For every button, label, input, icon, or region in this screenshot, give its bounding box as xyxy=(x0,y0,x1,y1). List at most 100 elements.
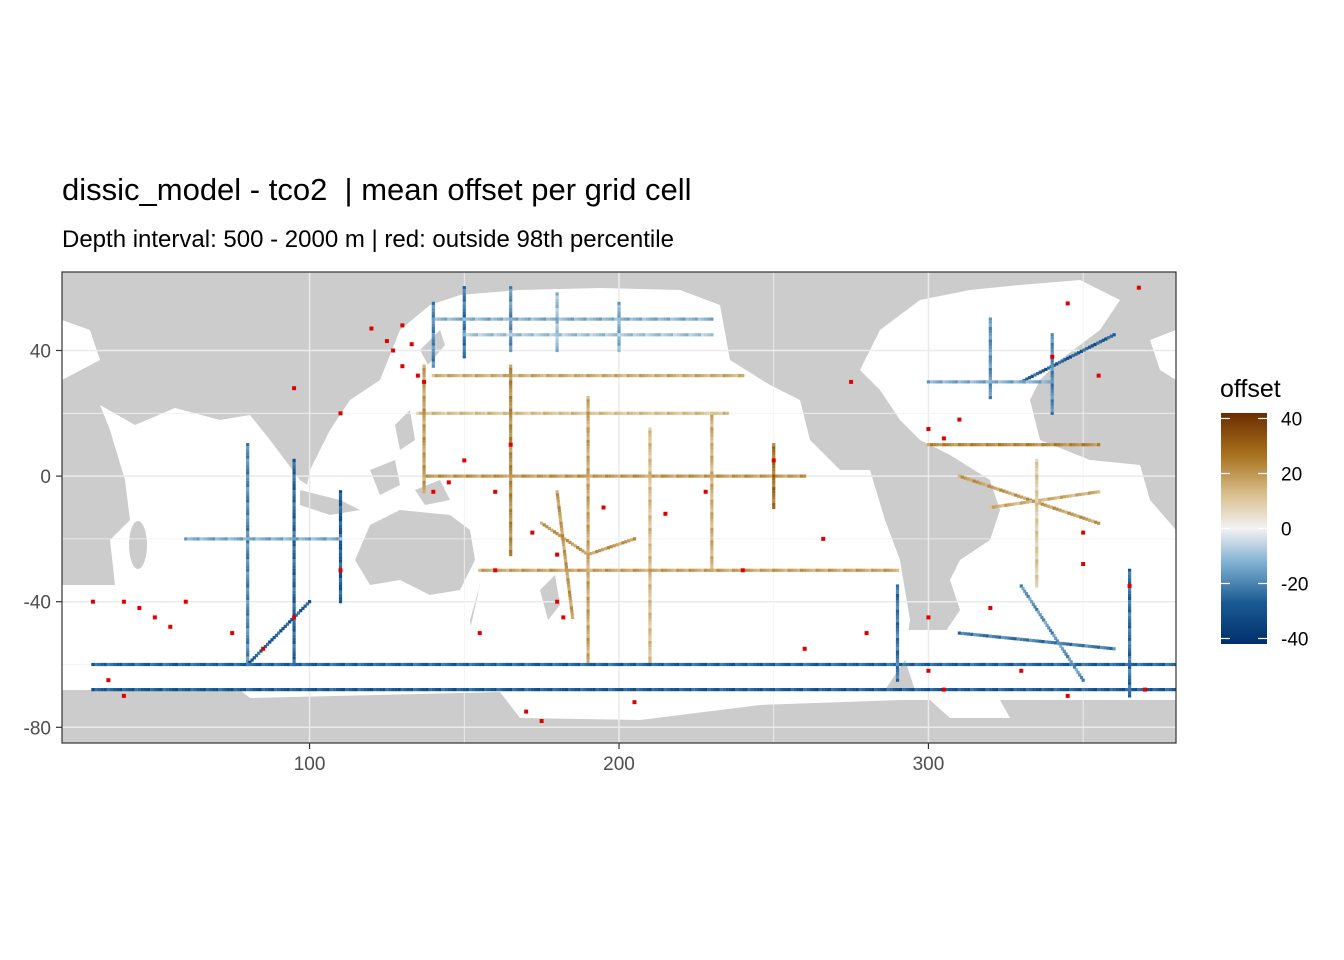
offset-cell xyxy=(456,374,460,378)
offset-cell xyxy=(1001,504,1005,508)
offset-cell xyxy=(577,568,581,572)
offset-cell xyxy=(685,333,689,337)
offset-cell xyxy=(431,311,435,315)
offset-cell xyxy=(490,568,494,572)
offset-cell xyxy=(1069,660,1073,664)
offset-cell xyxy=(1035,553,1039,557)
offset-cell xyxy=(827,568,832,572)
offset-cell xyxy=(580,568,584,572)
offset-cell xyxy=(512,317,516,321)
offset-cell xyxy=(292,546,296,550)
offset-cell xyxy=(1050,405,1054,409)
offset-cell xyxy=(205,662,210,667)
offset-cell xyxy=(301,537,305,541)
offset-cell xyxy=(462,286,466,290)
offset-cell xyxy=(796,688,801,692)
offset-cell xyxy=(298,537,302,541)
offset-cell xyxy=(509,414,513,419)
offset-cell xyxy=(830,688,835,692)
offset-cell xyxy=(484,317,488,321)
offset-cell xyxy=(772,443,776,447)
offset-cell xyxy=(422,364,426,368)
offset-cell xyxy=(385,688,389,692)
offset-cell xyxy=(926,688,931,692)
offset-cell xyxy=(660,688,664,692)
offset-cell xyxy=(555,292,559,296)
outlier-cell xyxy=(926,615,931,620)
offset-cell xyxy=(666,568,671,572)
offset-cell xyxy=(230,688,234,692)
offset-cell xyxy=(1091,519,1095,523)
offset-cell xyxy=(898,688,903,692)
offset-cell xyxy=(441,317,445,321)
offset-cell xyxy=(617,336,621,340)
offset-cell xyxy=(586,574,590,579)
offset-cell xyxy=(509,483,513,488)
offset-cell xyxy=(577,374,581,378)
offset-cell xyxy=(509,468,513,472)
offset-cell xyxy=(431,355,435,359)
offset-cell xyxy=(1042,618,1046,622)
offset-cell xyxy=(246,505,250,510)
offset-cell xyxy=(292,568,296,572)
offset-cell xyxy=(536,411,541,415)
offset-cell xyxy=(338,534,343,538)
offset-cell xyxy=(642,411,646,415)
offset-cell xyxy=(762,568,767,572)
offset-cell xyxy=(246,468,250,472)
offset-cell xyxy=(988,323,992,327)
offset-cell xyxy=(422,662,426,667)
offset-cell xyxy=(642,333,646,337)
offset-cell xyxy=(1024,592,1029,596)
offset-cell xyxy=(518,474,522,478)
offset-cell xyxy=(874,688,878,692)
offset-cell xyxy=(533,333,538,337)
offset-cell xyxy=(1165,662,1169,667)
offset-cell xyxy=(654,411,658,415)
offset-cell xyxy=(697,317,702,321)
offset-cell xyxy=(515,568,519,572)
offset-cell xyxy=(973,443,977,447)
offset-cell xyxy=(379,662,383,667)
offset-cell xyxy=(543,411,547,415)
offset-cell xyxy=(184,688,188,692)
offset-cell xyxy=(627,539,631,543)
offset-cell xyxy=(855,568,859,572)
offset-cell xyxy=(332,537,336,541)
offset-cell xyxy=(205,688,210,692)
offset-cell xyxy=(895,662,900,667)
offset-cell xyxy=(796,662,801,667)
offset-cell xyxy=(292,468,296,472)
offset-cell xyxy=(468,374,473,378)
offset-cell xyxy=(691,662,695,667)
offset-cell xyxy=(812,688,816,692)
offset-cell xyxy=(824,662,828,667)
offset-cell xyxy=(555,342,559,346)
offset-cell xyxy=(533,474,538,478)
offset-cell xyxy=(1050,358,1054,362)
offset-cell xyxy=(246,647,250,651)
offset-cell xyxy=(1090,688,1095,692)
offset-cell xyxy=(663,474,668,478)
offset-cell xyxy=(416,411,420,415)
offset-cell xyxy=(246,524,250,528)
offset-cell xyxy=(577,662,581,667)
offset-cell xyxy=(1028,688,1033,692)
offset-cell xyxy=(623,662,627,667)
offset-cell xyxy=(1063,642,1067,646)
offset-cell xyxy=(954,443,958,447)
offset-cell xyxy=(530,662,534,667)
offset-cell xyxy=(849,688,853,692)
offset-cell xyxy=(648,524,652,528)
offset-cell xyxy=(586,659,590,663)
offset-cell xyxy=(478,474,482,478)
offset-cell xyxy=(601,662,606,667)
offset-cell xyxy=(422,405,426,409)
offset-cell xyxy=(509,348,513,353)
offset-cell xyxy=(778,688,782,692)
offset-cell xyxy=(772,461,776,466)
offset-cell xyxy=(957,380,961,384)
offset-cell xyxy=(471,411,476,415)
offset-cell xyxy=(642,688,646,692)
offset-cell xyxy=(246,587,250,591)
